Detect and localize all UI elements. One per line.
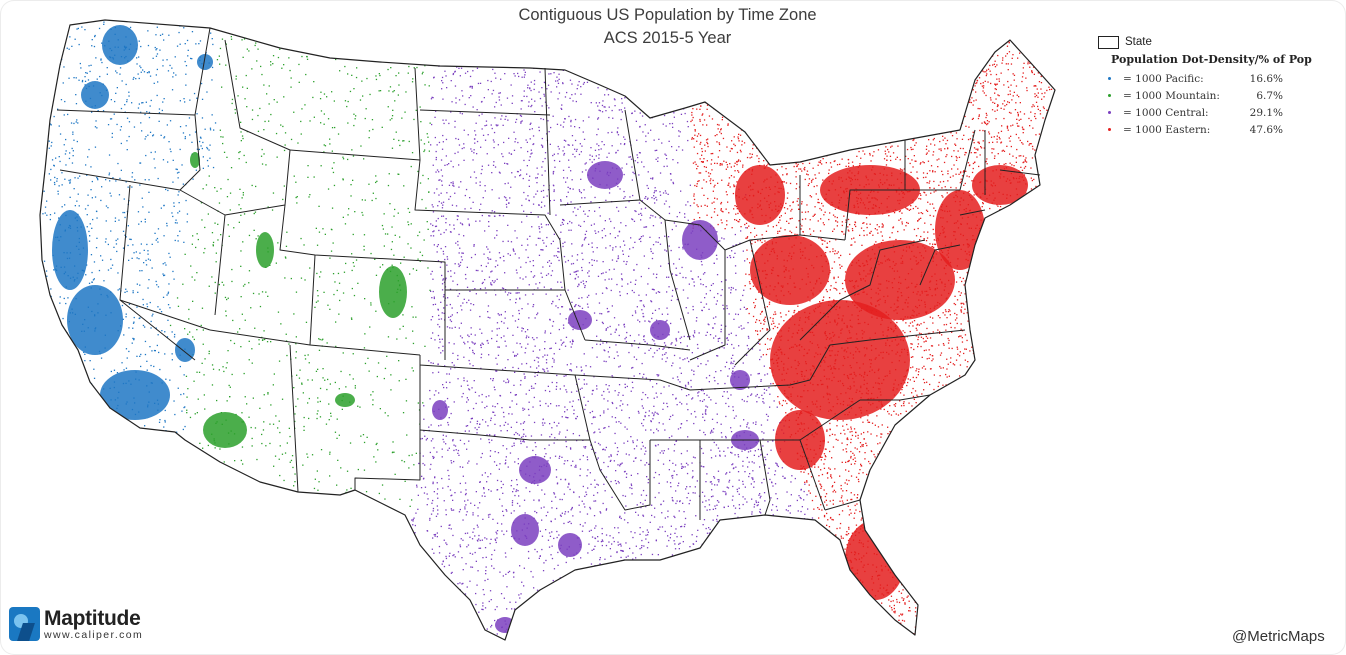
population-cluster-eastern	[935, 190, 985, 270]
legend-row: = 1000 Pacific: 16.6%	[1098, 70, 1330, 87]
population-cluster-eastern	[845, 240, 955, 320]
population-cluster-central	[511, 514, 539, 546]
population-cluster-eastern	[735, 165, 785, 225]
legend-state-entry: State	[1098, 34, 1330, 50]
state-swatch-icon	[1098, 35, 1119, 49]
population-cluster-central	[650, 320, 670, 340]
legend-row: = 1000 Central: 29.1%	[1098, 104, 1330, 121]
legend-row-pct: 6.7%	[1256, 89, 1283, 102]
map-title: Contiguous US Population by Time Zone AC…	[440, 4, 895, 50]
logo-text: Maptitude www.caliper.com	[44, 608, 143, 641]
population-cluster-central	[519, 456, 551, 484]
maptitude-logo: Maptitude www.caliper.com	[9, 607, 143, 641]
title-line-1: Contiguous US Population by Time Zone	[518, 6, 817, 24]
legend-dot-icon	[1108, 77, 1111, 80]
legend-rows: = 1000 Pacific: 16.6% = 1000 Mountain: 6.7%…	[1098, 70, 1330, 138]
legend-row-label: = 1000 Central:	[1123, 106, 1209, 119]
maptitude-logo-icon	[9, 607, 40, 641]
legend: State Population Dot-Density/% of Pop = …	[1098, 34, 1330, 138]
legend-row-label: = 1000 Pacific:	[1123, 72, 1204, 85]
legend-row-label: = 1000 Eastern:	[1123, 123, 1211, 136]
population-cluster-pacific	[175, 338, 195, 362]
population-cluster-pacific	[52, 210, 88, 290]
population-cluster-mountain	[190, 152, 200, 168]
population-cluster-mountain	[203, 412, 247, 448]
population-cluster-eastern	[845, 520, 905, 600]
population-cluster-eastern	[770, 300, 910, 420]
legend-row: = 1000 Mountain: 6.7%	[1098, 87, 1330, 104]
legend-dot-icon	[1108, 94, 1111, 97]
legend-row-pct: 47.6%	[1249, 123, 1283, 136]
population-cluster-mountain	[335, 393, 355, 407]
population-cluster-central	[432, 400, 448, 420]
legend-row-pct: 29.1%	[1249, 106, 1283, 119]
population-cluster-eastern	[750, 235, 830, 305]
legend-dot-icon	[1108, 111, 1111, 114]
state-boundaries	[39, 19, 1056, 641]
population-cluster-central	[682, 220, 718, 260]
title-line-2: ACS 2015-5 Year	[603, 29, 732, 47]
population-cluster-mountain	[379, 266, 407, 318]
logo-name: Maptitude	[44, 606, 141, 630]
population-cluster-mountain	[256, 232, 274, 268]
population-cluster-eastern	[972, 165, 1028, 205]
credit-handle: @MetricMaps	[1232, 628, 1325, 645]
legend-row: = 1000 Eastern: 47.6%	[1098, 121, 1330, 138]
logo-url: www.caliper.com	[44, 628, 144, 641]
population-cluster-central	[587, 161, 623, 189]
population-cluster-pacific	[102, 25, 138, 65]
population-cluster-central	[730, 370, 750, 390]
population-cluster-central	[558, 533, 582, 557]
population-cluster-pacific	[81, 81, 109, 109]
population-cluster-pacific	[100, 370, 170, 420]
legend-dot-icon	[1108, 128, 1111, 131]
population-cluster-central	[568, 310, 592, 330]
legend-heading: Population Dot-Density/% of Pop	[1111, 53, 1312, 66]
population-cluster-pacific	[197, 54, 213, 70]
legend-row-label: = 1000 Mountain:	[1123, 89, 1220, 102]
legend-row-pct: 16.6%	[1249, 72, 1283, 85]
population-cluster-pacific	[67, 285, 123, 355]
legend-state-label: State	[1125, 36, 1152, 48]
